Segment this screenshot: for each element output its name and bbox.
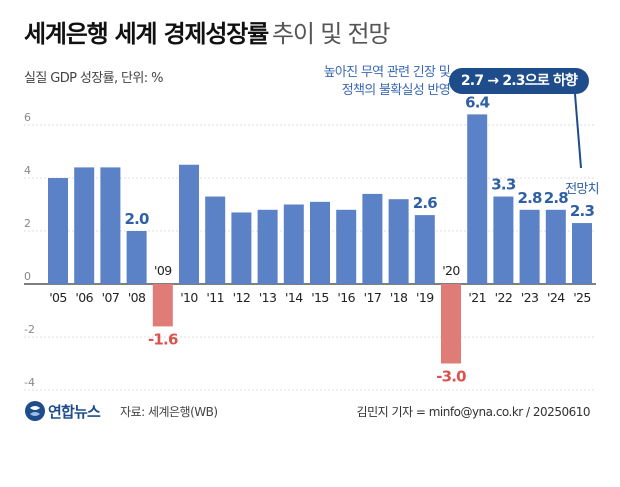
bars [48,114,592,364]
y-tick-label: 6 [24,111,31,124]
title-bold: 세계은행 세계 경제성장률 [24,20,269,48]
category-label: '19 [416,290,434,305]
category-label: '16 [337,290,355,305]
footer-logo-text: 연합뉴스 [48,403,101,421]
data-label: 2.0 [125,210,150,228]
data-label: 3.3 [491,176,516,194]
bar-13 [388,199,409,284]
note-line-1: 높아진 무역 관련 긴장 및 [323,65,451,80]
chart-title: 세계은행 세계 경제성장률 추이 및 전망 [24,14,390,49]
category-label: '06 [75,290,93,305]
y-tick-label: 2 [24,217,31,230]
footer-credit: 김민지 기자 = minfo@yna.co.kr / 20250610 [356,405,591,419]
category-label: '21 [468,290,486,305]
bar-15 [441,284,461,364]
bar-11 [336,209,357,284]
category-label: '14 [285,290,303,305]
yonhap-logo-icon [25,401,45,421]
category-label: '25 [573,290,591,305]
category-label: '11 [206,290,224,305]
y-tick-label: -4 [24,376,35,389]
data-label: 2.6 [413,194,438,212]
y-tick-label: 0 [24,270,31,283]
bar-19 [545,209,566,284]
category-label: '09 [154,263,172,278]
annotation-note: 높아진 무역 관련 긴장 및 정책의 불확실성 반영 [262,64,451,100]
footer-source: 자료: 세계은행(WB) [120,405,218,419]
category-label: '13 [259,290,277,305]
unit-label: 실질 GDP 성장률, 단위: % [24,71,163,86]
bar-9 [283,204,304,284]
bar-8 [257,209,278,284]
y-tick-label: 4 [24,164,31,177]
bar-10 [310,201,330,284]
bar-4 [152,284,173,327]
forecast-label: 전망치 [565,182,598,197]
labels: '05 '06 '07 '08 2.0 '09 -1.6 '10 '11 '12 '13 '14 '15… [49,93,599,385]
bar-6 [205,196,226,284]
bar-7 [231,212,252,284]
data-label: 6.4 [465,93,490,111]
bar-0 [48,178,68,284]
category-label: '24 [547,290,565,305]
category-label: '10 [180,290,198,305]
forecast-badge: 2.7 → 2.3으로 하향 [460,73,578,89]
category-label: '20 [442,263,460,278]
data-label: 2.8 [518,189,543,207]
category-label: '17 [364,290,382,305]
category-label: '12 [233,290,251,305]
bar-14 [414,215,435,284]
bar-2 [100,167,121,284]
category-label: '23 [521,290,539,305]
data-label: -3.0 [436,368,466,386]
title-light: 추이 및 전망 [272,20,390,48]
y-tick-label: -2 [24,323,35,336]
category-label: '05 [49,290,67,305]
category-label: '18 [390,290,408,305]
bar-16 [467,114,488,285]
bar-18 [519,209,540,284]
bar-17 [493,196,514,284]
category-label: '07 [102,290,120,305]
data-label: 2.3 [570,202,595,220]
bar-1 [74,167,95,284]
category-label: '08 [128,290,146,305]
category-label: '15 [311,290,329,305]
data-label: -1.6 [148,330,178,348]
category-label: '22 [495,290,513,305]
forecast-badge-bg [449,68,589,94]
note-line-2: 정책의 불확실성 반영 [341,83,451,98]
bar-12 [362,193,383,284]
bar-3 [126,231,147,284]
badge-pointer-line [574,93,582,169]
bar-20 [572,223,592,284]
bar-5 [179,164,199,284]
data-label: 2.8 [544,189,569,207]
